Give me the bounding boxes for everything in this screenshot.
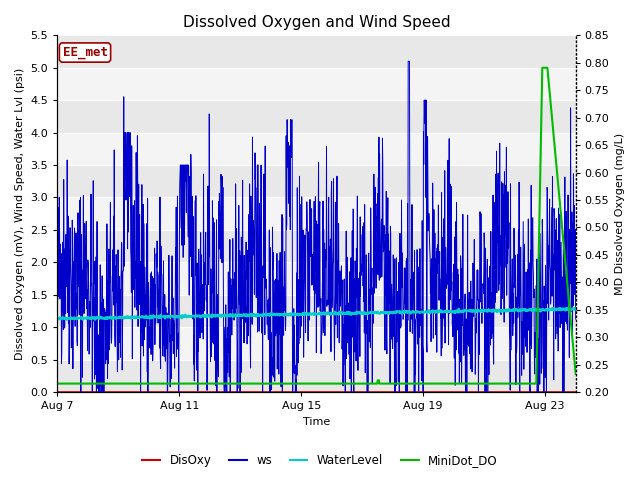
Title: Dissolved Oxygen and Wind Speed: Dissolved Oxygen and Wind Speed xyxy=(182,15,451,30)
Bar xyxy=(58,68,575,100)
Bar xyxy=(58,197,575,230)
Bar xyxy=(58,165,575,197)
Bar xyxy=(58,327,575,360)
Bar xyxy=(58,100,575,132)
Bar xyxy=(58,295,575,327)
Y-axis label: MD Dissolved Oxygen (mg/L): MD Dissolved Oxygen (mg/L) xyxy=(615,132,625,295)
Bar xyxy=(58,230,575,262)
Legend: DisOxy, ws, WaterLevel, MiniDot_DO: DisOxy, ws, WaterLevel, MiniDot_DO xyxy=(138,449,502,472)
Bar xyxy=(58,36,575,68)
Bar xyxy=(58,132,575,165)
Bar xyxy=(58,360,575,392)
Text: EE_met: EE_met xyxy=(63,46,108,59)
X-axis label: Time: Time xyxy=(303,417,330,427)
Y-axis label: Dissolved Oxygen (mV), Wind Speed, Water Lvl (psi): Dissolved Oxygen (mV), Wind Speed, Water… xyxy=(15,68,25,360)
Bar xyxy=(58,262,575,295)
